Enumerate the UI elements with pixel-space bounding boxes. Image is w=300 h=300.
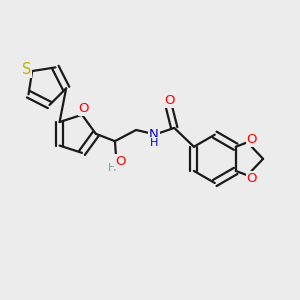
Text: O: O bbox=[115, 155, 125, 168]
Text: S: S bbox=[22, 62, 32, 77]
Text: H: H bbox=[150, 138, 158, 148]
Text: N: N bbox=[149, 128, 159, 141]
Text: O: O bbox=[164, 94, 175, 107]
Text: O: O bbox=[79, 102, 89, 115]
Text: H: H bbox=[108, 163, 116, 173]
Text: O: O bbox=[246, 133, 257, 146]
Text: O: O bbox=[246, 172, 257, 185]
